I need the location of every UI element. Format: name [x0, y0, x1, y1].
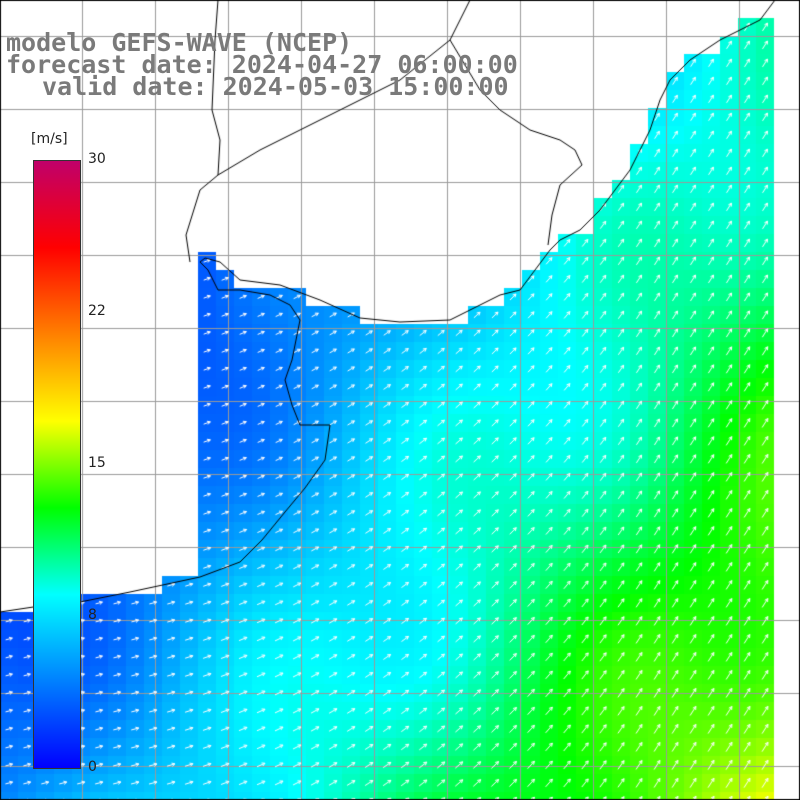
colorbar-unit: [m/s] — [31, 131, 68, 147]
forecast-date: forecast date: 2024-04-27 06:00:00 — [6, 50, 518, 79]
valid-date: valid date: 2024-05-03 15:00:00 — [42, 72, 509, 101]
colorbar — [33, 160, 81, 769]
colorbar-tick-30: 30 — [88, 151, 106, 167]
colorbar-tick-0: 0 — [88, 759, 97, 775]
colorbar-tick-15: 15 — [88, 455, 106, 471]
colorbar-tick-22: 22 — [88, 303, 106, 319]
colorbar-tick-8: 8 — [88, 607, 97, 623]
model-title: modelo GEFS-WAVE (NCEP) — [6, 28, 353, 57]
